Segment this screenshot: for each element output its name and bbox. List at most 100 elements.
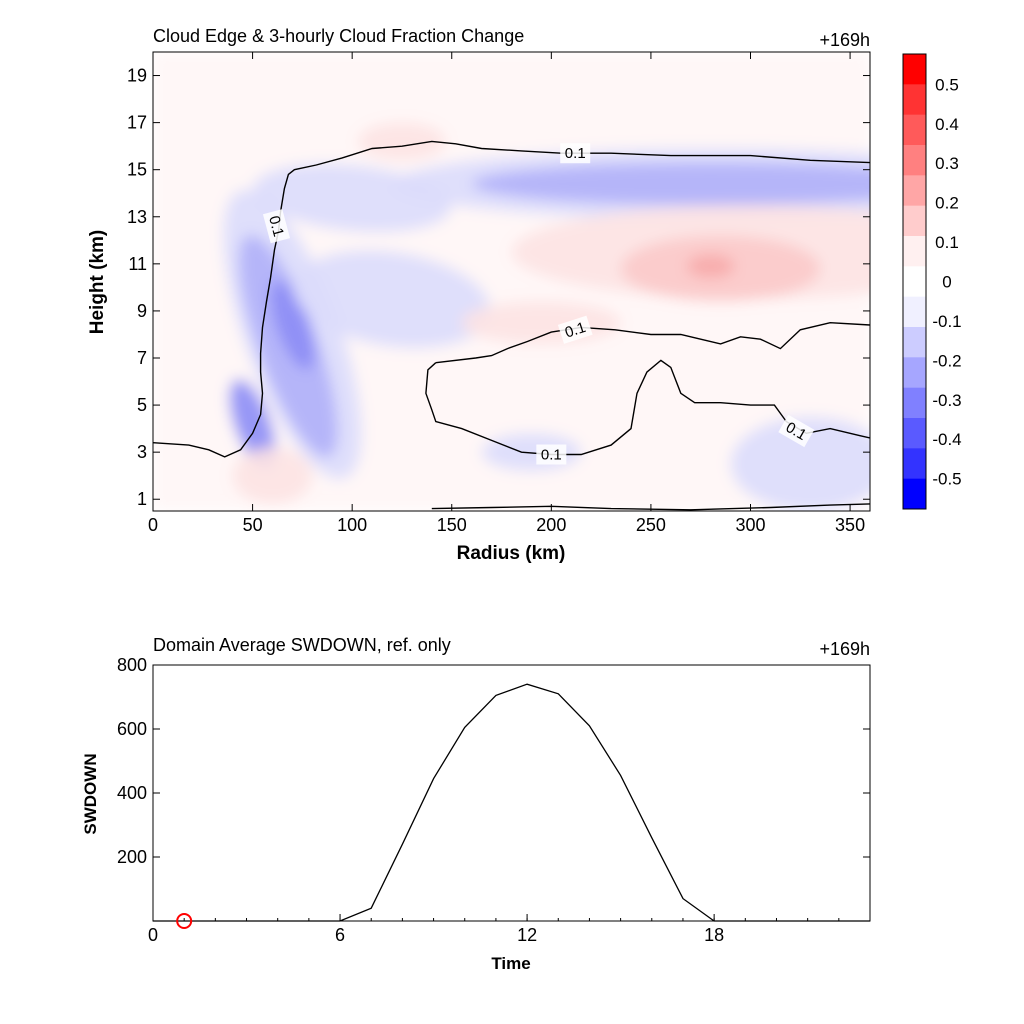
x-tick-label: 18 [704, 925, 724, 945]
series-line [153, 683, 870, 922]
anomaly-region [461, 301, 622, 344]
anomaly-region [232, 447, 313, 504]
y-tick-label: 5 [137, 395, 147, 415]
y-tick-label: 600 [117, 719, 147, 739]
colorbar-labels: 0.5 0.4 0.3 0.2 0.1 0 -0.1 -0.2 -0.3 -0.4 -0.5 [932, 75, 961, 488]
y-tick-label: 13 [127, 207, 147, 227]
x-ticks: 0 50 100 150 200 250 300 350 [148, 52, 865, 535]
y-tick-label: 9 [137, 301, 147, 321]
anomaly-region [293, 250, 491, 349]
colorbar-swatch [903, 296, 926, 328]
colorbar-frame [902, 53, 927, 510]
y-tick-label: 15 [127, 160, 147, 180]
colorbar-label: 0.2 [935, 194, 959, 213]
colorbar-label: 0.3 [935, 154, 959, 173]
anomaly-region [358, 122, 446, 161]
colorbar-label: 0 [942, 273, 951, 292]
x-tick-label: 200 [536, 515, 566, 535]
current-time-marker [176, 913, 193, 929]
cloud-edge-contours [153, 140, 870, 511]
x-tick-label: 350 [835, 515, 865, 535]
contour-label-bg [557, 315, 593, 344]
colorbar-label: -0.5 [932, 470, 961, 489]
time-label: +169h [819, 639, 870, 659]
contour-label: 0.1 [536, 444, 567, 465]
y-tick-label: 19 [127, 66, 147, 86]
cloud-fraction-panel: 0.10.10.10.10.1 0 50 100 150 200 250 300 350 13… [87, 26, 871, 564]
x-tick-label: 150 [437, 515, 467, 535]
x-ticks: 0 6 12 18 [148, 914, 871, 945]
contour-label: 0.1 [560, 143, 591, 164]
colorbar-label: -0.1 [932, 312, 961, 331]
contour-label: 0.1 [262, 209, 291, 244]
x-axis-label: Radius (km) [457, 543, 566, 564]
colorbar-swatch [903, 327, 926, 358]
contour-label-bg [560, 143, 591, 164]
anomaly-region [253, 163, 452, 233]
plot-frame [152, 51, 871, 512]
colorbar-label: 0.5 [935, 75, 959, 94]
anomaly-region [229, 379, 276, 469]
y-tick-label: 1 [137, 489, 147, 509]
contour-label: 0.1 [557, 315, 593, 344]
y-tick-label: 800 [117, 655, 147, 675]
x-tick-label: 0 [148, 925, 158, 945]
colorbar-swatch [903, 418, 926, 449]
swdown-panel: 0 6 12 18 200 400 600 800 Domain Average SWDOW… [81, 635, 871, 973]
colorbar-swatch [903, 205, 926, 237]
colorbar-swatch [903, 448, 926, 480]
colorbar-swatch [903, 478, 926, 510]
colorbar-label: 0.1 [935, 233, 959, 252]
y-ticks: 200 400 600 800 [117, 655, 870, 867]
contour-line [435, 321, 870, 364]
y-tick-label: 17 [127, 113, 147, 133]
contour-label-text: 0.1 [541, 447, 562, 464]
contour-label-text: 0.1 [565, 145, 586, 162]
colorbar-swatch [903, 387, 926, 419]
contour-label-text: 0.1 [265, 214, 287, 239]
x-tick-label: 6 [335, 925, 345, 945]
anomaly-region [730, 416, 870, 511]
colorbar-swatch [903, 236, 926, 267]
colorbar-label: 0.4 [935, 115, 959, 134]
x-tick-label: 50 [243, 515, 263, 535]
contour-line [425, 359, 870, 456]
colorbar-swatch [903, 357, 926, 389]
y-tick-label: 400 [117, 783, 147, 803]
colorbar-swatch [903, 175, 926, 207]
colorbar-swatch [903, 145, 926, 176]
colorbar-swatch [903, 114, 926, 146]
x-tick-label: 12 [517, 925, 537, 945]
plot-frame [152, 664, 871, 922]
x-tick-label: 300 [735, 515, 765, 535]
colorbar-swatch [903, 84, 926, 116]
time-label: +169h [819, 30, 870, 50]
x-tick-label: 250 [636, 515, 666, 535]
contour-label-bg [778, 414, 815, 448]
contour-line [153, 140, 870, 458]
colorbar-label: -0.3 [932, 391, 961, 410]
anomaly-region [686, 254, 735, 278]
colorbar: 0.5 0.4 0.3 0.2 0.1 0 -0.1 -0.2 -0.3 -0.4 -0.5 [902, 53, 962, 510]
anomaly-region [270, 280, 315, 370]
x-tick-label: 100 [337, 515, 367, 535]
y-tick-label: 3 [137, 442, 147, 462]
y-axis-label: SWDOWN [81, 753, 100, 834]
cloud-fraction-shading [153, 52, 870, 511]
anomaly-region [471, 162, 870, 205]
contour-label-text: 0.1 [563, 319, 588, 342]
x-tick-label: 0 [148, 515, 158, 535]
colorbar-swatches [903, 54, 926, 510]
y-axis-label: Height (km) [87, 230, 108, 335]
colorbar-swatch [903, 266, 926, 298]
colorbar-label: -0.4 [932, 430, 961, 449]
chart-title: Domain Average SWDOWN, ref. only [153, 635, 451, 655]
colorbar-label: -0.2 [932, 351, 961, 370]
y-tick-label: 11 [128, 254, 147, 274]
x-axis-label: Time [491, 954, 530, 973]
contour-label-bg [536, 444, 567, 465]
colorbar-swatch [903, 54, 926, 85]
chart-title: Cloud Edge & 3-hourly Cloud Fraction Cha… [153, 26, 524, 46]
